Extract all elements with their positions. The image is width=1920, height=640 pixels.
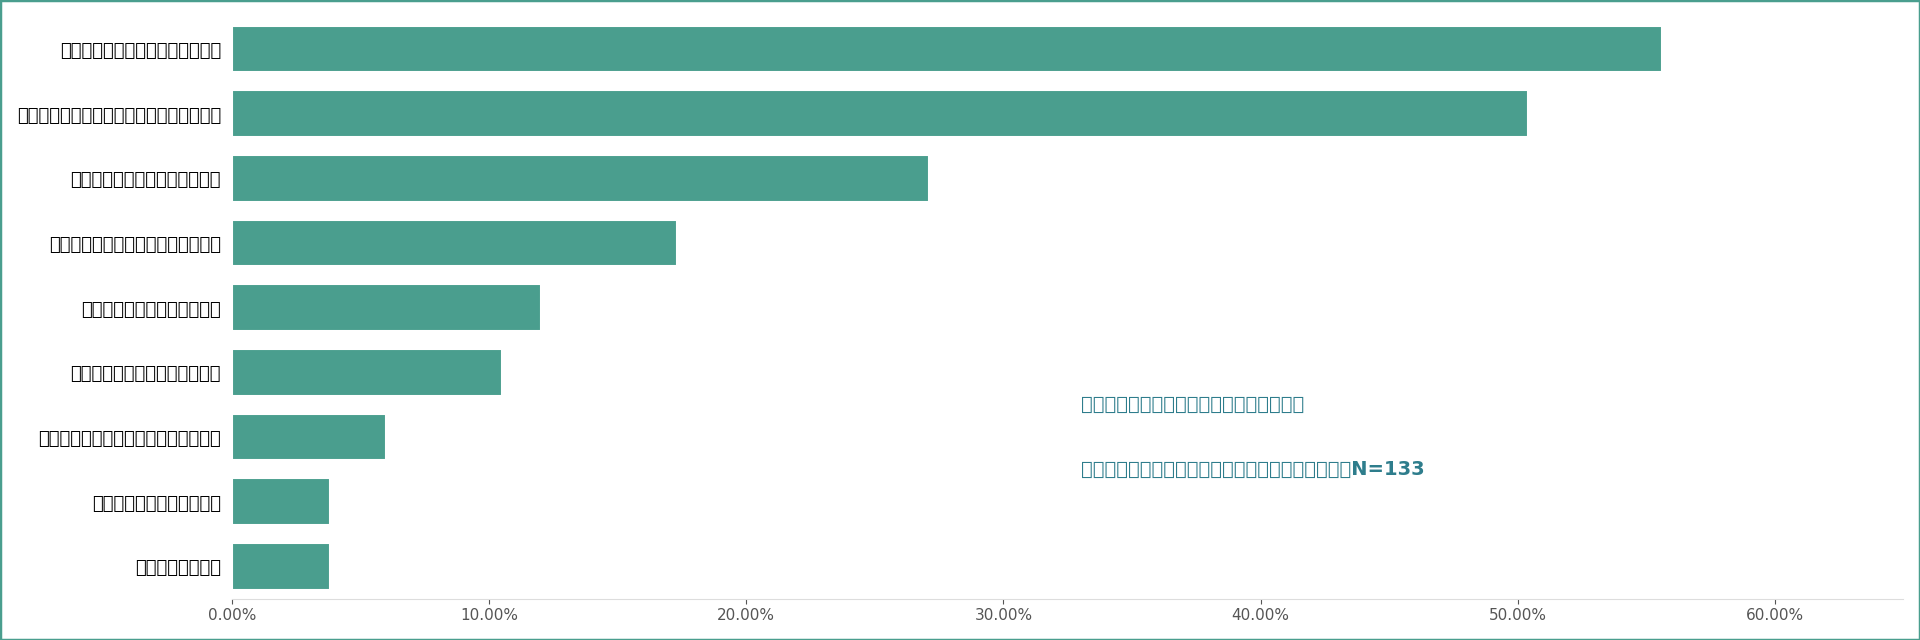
Bar	[232, 26, 1661, 72]
Bar	[232, 155, 929, 202]
Text: スティグマの経験について（複数回答可）: スティグマの経験について（複数回答可）	[1081, 395, 1304, 414]
Bar	[232, 284, 541, 331]
Bar	[232, 478, 330, 525]
Bar	[232, 349, 501, 396]
Bar	[232, 90, 1528, 137]
Bar	[232, 413, 386, 460]
Bar	[232, 220, 678, 266]
Bar	[232, 543, 330, 589]
Text: 対象：スティグマを経験したことのあるユーザー　N=133: 対象：スティグマを経験したことのあるユーザー N=133	[1081, 460, 1425, 479]
